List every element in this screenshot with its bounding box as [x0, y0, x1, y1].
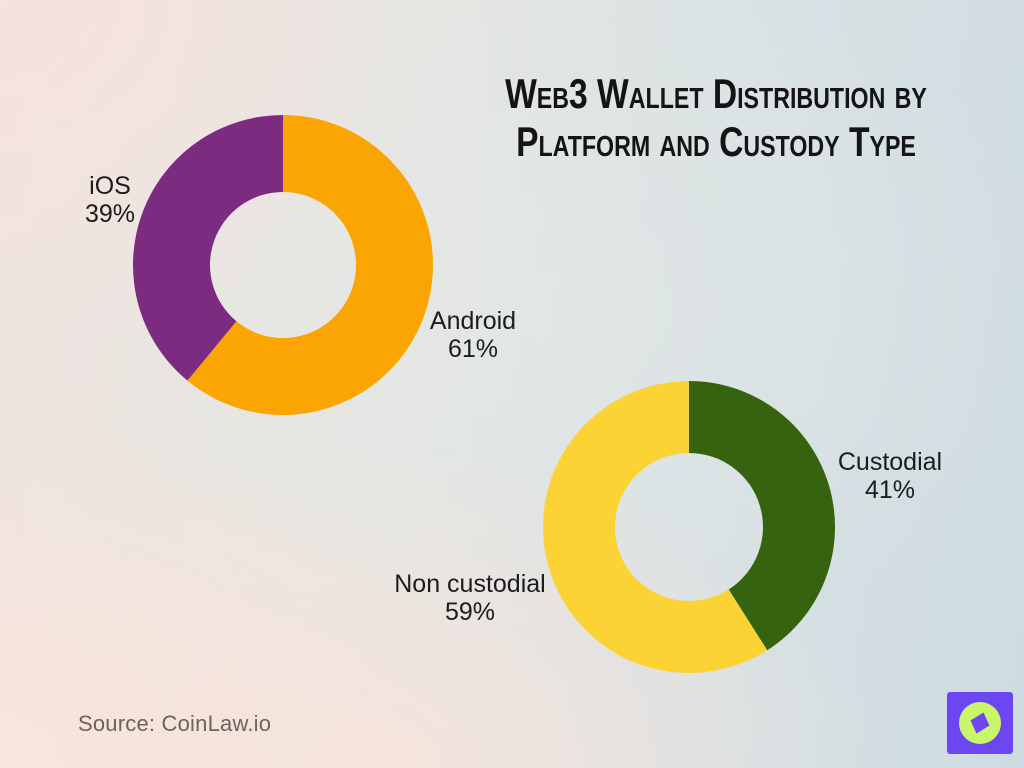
slice-non-custodial	[543, 381, 768, 673]
label-ios: iOS 39%	[40, 172, 180, 228]
label-android-name: Android	[429, 307, 517, 335]
chart-title-line-2: Platform and Custody Type	[516, 118, 916, 165]
label-non-custodial-name: Non custodial	[394, 570, 546, 598]
chart-title: Web3 Wallet Distribution by Platform and…	[476, 70, 956, 166]
label-non-custodial: Non custodial 59%	[390, 570, 550, 626]
label-ios-pct: 39%	[84, 200, 136, 228]
label-android: Android 61%	[403, 307, 543, 363]
coinlaw-logo	[947, 692, 1013, 754]
chart-title-line-1: Web3 Wallet Distribution by	[505, 70, 927, 117]
slice-custodial	[689, 381, 835, 651]
slice-android	[187, 115, 433, 415]
slice-ios	[133, 115, 283, 381]
platform-donut-chart	[133, 115, 433, 415]
label-ios-name: iOS	[89, 172, 131, 200]
label-custodial-pct: 41%	[864, 476, 916, 504]
label-custodial: Custodial 41%	[820, 448, 960, 504]
label-custodial-name: Custodial	[837, 448, 943, 476]
source-credit: Source: CoinLaw.io	[78, 711, 272, 736]
label-non-custodial-pct: 59%	[444, 598, 496, 626]
logo-compass-needle-icon	[970, 712, 990, 734]
label-android-pct: 61%	[447, 335, 499, 363]
custody-donut-chart	[543, 381, 835, 673]
